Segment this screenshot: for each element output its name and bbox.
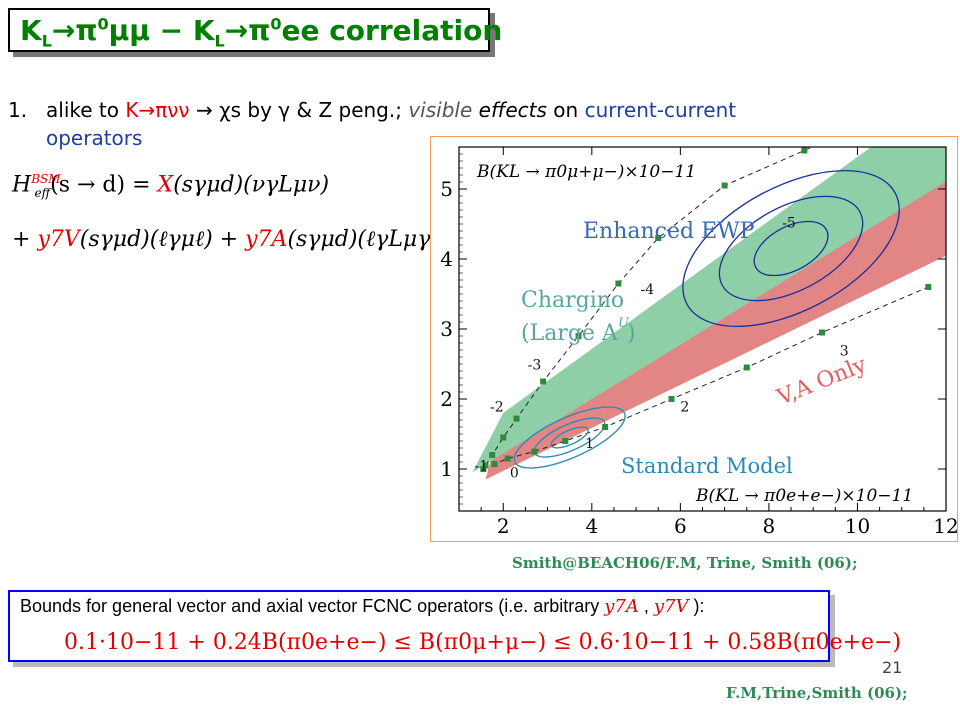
bounds-box: Bounds for general vector and axial vect…	[8, 590, 901, 662]
sm-contour-1	[550, 426, 589, 449]
upper-point-9	[801, 147, 808, 154]
x-tick-label-12: 12	[933, 514, 957, 538]
lower-label-1: 1	[585, 436, 594, 452]
x-tick-label-6: 6	[674, 514, 687, 538]
upper-point-7	[655, 235, 662, 241]
sm-contour-3	[513, 406, 626, 469]
large-au-sup: U	[618, 316, 630, 331]
y-tick-label-5: 5	[440, 177, 453, 201]
lower-point-7	[743, 364, 750, 371]
footer-credit: F.M,Trine,Smith (06);	[726, 684, 908, 702]
x-axis-title: B(KL → π0e+e−)×10−11	[695, 486, 913, 506]
bounds-formula: 0.1·10−11 + 0.24B(π0e+e−) ≤ B(π0μ+μ−) ≤ …	[64, 630, 902, 655]
slide-title: KL→π0μμ − KL→π0ee correlation	[20, 14, 503, 51]
upper-label--2: -2	[490, 400, 504, 416]
upper-point-8	[721, 182, 728, 189]
upper-label--1: -1	[474, 458, 488, 474]
y-tick-label-4: 4	[440, 247, 453, 271]
bullet-text: alike to K→πνν → χs by γ & Z peng.; visi…	[46, 98, 737, 150]
upper-point-0	[482, 462, 489, 469]
lower-point-9	[925, 284, 932, 290]
x-tick-label-10: 10	[845, 514, 870, 538]
slide-title-box: KL→π0μμ − KL→π0ee correlation	[8, 8, 502, 52]
lower-label-0: 0	[510, 465, 519, 481]
ewp-contour-1	[753, 220, 829, 277]
x-tick-label-2: 2	[497, 514, 510, 538]
ewp-contour-3	[682, 169, 900, 328]
plot-credit: Smith@BEACH06/F.M, Trine, Smith (06);	[512, 554, 858, 572]
lower-point-6	[668, 396, 675, 402]
large-au-label: (Large A	[521, 321, 619, 346]
enhanced-ewp-label: Enhanced EWP	[583, 219, 755, 244]
lower-point-3	[531, 448, 538, 455]
large-au-close: )	[627, 321, 636, 346]
upper-point-6	[615, 280, 622, 287]
page-number: 21	[882, 658, 903, 677]
y-axis-title: B(KL → π0μ+μ−)×10−11	[476, 162, 696, 182]
standard-model-label: Standard Model	[621, 454, 793, 478]
y-tick-label-2: 2	[440, 387, 453, 411]
ewp-contour-2	[718, 195, 864, 302]
hamiltonian-equation-line1: HBSMeff(s → d) = X(sγμd)(νγLμν)	[12, 172, 330, 200]
correlation-plot-frame: -1 -2 -3 -4 -5 0 1 2 3 2 4 6 8 10 12 1 2 3 4 5 B(KL → π0μ+μ−…	[430, 136, 959, 542]
lower-point-2	[504, 455, 511, 462]
upper-label--4: -4	[641, 282, 655, 298]
chargino-band	[472, 147, 946, 473]
lower-dashed-line	[483, 286, 929, 470]
lower-point-8	[819, 329, 826, 336]
lower-label-3: 3	[840, 344, 849, 360]
upper-dashed-line	[485, 147, 813, 466]
chargino-label: Chargino	[521, 288, 624, 313]
va-only-label: V,A Only	[773, 352, 871, 411]
x-tick-label-4: 4	[585, 514, 598, 538]
plot-area	[472, 147, 946, 480]
y-tick-label-1: 1	[440, 457, 453, 481]
upper-label--5: -5	[782, 216, 796, 232]
lower-point-5	[602, 424, 609, 430]
bullet-number: 1.	[8, 98, 28, 122]
upper-label--3: -3	[528, 358, 542, 374]
bounds-description: Bounds for general vector and axial vect…	[20, 596, 705, 617]
y-tick-label-3: 3	[440, 317, 453, 341]
lower-point-4	[562, 438, 569, 444]
lower-label-2: 2	[680, 400, 689, 416]
hamiltonian-equation-line2: + y7V(sγμd)(ℓγμℓ) + y7A(sγμd)(ℓγLμγ5ℓ)	[12, 227, 463, 252]
upper-point-1	[489, 452, 496, 458]
x-tick-label-8: 8	[763, 514, 776, 538]
upper-point-3	[513, 415, 520, 422]
lower-point-1	[491, 461, 498, 468]
lower-point-0	[480, 466, 487, 472]
upper-point-2	[500, 434, 507, 441]
upper-point-4	[540, 378, 547, 385]
upper-point-5	[575, 333, 582, 339]
